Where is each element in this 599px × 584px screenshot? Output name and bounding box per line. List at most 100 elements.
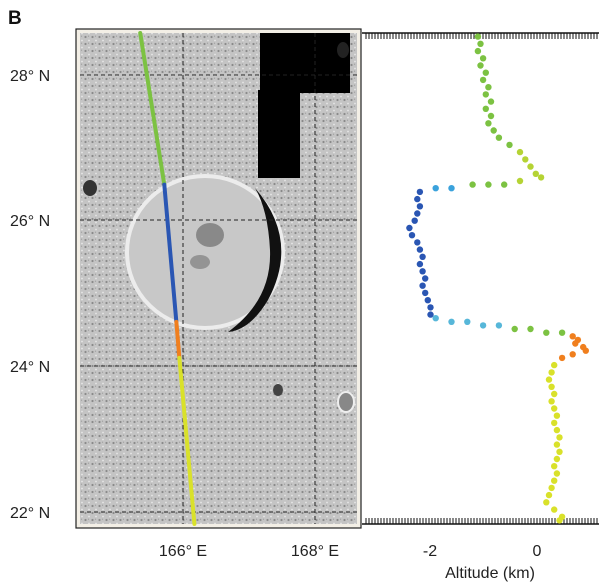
altitude-point	[551, 390, 558, 398]
crater-shadow	[228, 188, 282, 332]
altitude-point	[485, 181, 492, 188]
track-segment-blue	[162, 182, 179, 324]
altitude-point	[427, 304, 434, 311]
altitude-point	[511, 325, 518, 333]
x-axis-title: Altitude (km)	[445, 565, 535, 582]
altitude-point	[551, 477, 558, 484]
altitude-point	[527, 163, 534, 170]
altitude-point	[582, 347, 589, 354]
altitude-points	[406, 33, 589, 524]
y-tick-label-26n: 26° N	[10, 213, 50, 230]
central-peak	[196, 223, 224, 247]
altitude-point	[416, 260, 424, 268]
small-crater-left	[83, 180, 97, 196]
altitude-point	[482, 69, 489, 76]
central-peak-south	[190, 255, 210, 269]
altitude-point	[479, 322, 487, 329]
altitude-point	[532, 170, 539, 177]
altitude-point	[495, 322, 503, 329]
altitude-point	[422, 275, 429, 282]
altitude-point	[469, 181, 476, 188]
altitude-point	[487, 98, 495, 105]
altitude-point	[487, 112, 495, 120]
x-tick-label-166e: 166° E	[159, 543, 207, 560]
altitude-point	[569, 333, 576, 340]
altitude-point	[548, 398, 555, 405]
track-segment-green	[138, 31, 167, 187]
altitude-point	[551, 361, 558, 369]
altitude-point	[553, 412, 561, 419]
altitude-point	[408, 232, 416, 239]
altitude-point	[448, 185, 455, 192]
altitude-point	[551, 405, 558, 412]
altitude-point	[414, 210, 421, 217]
altitude-point	[424, 297, 431, 304]
altitude-point	[482, 91, 489, 98]
altitude-point	[406, 224, 413, 232]
y-tick-label-22n: 22° N	[10, 505, 50, 522]
altitude-profile-panel: -2 0 Altitude (km)	[362, 32, 599, 582]
altitude-point	[551, 506, 558, 513]
altitude-point	[485, 84, 492, 91]
altitude-point	[516, 177, 524, 185]
altitude-point	[556, 517, 563, 524]
x-tick-label-0: 0	[533, 543, 542, 560]
altitude-point	[551, 419, 558, 427]
altitude-point	[411, 217, 418, 224]
altitude-point	[416, 203, 424, 210]
bottom-axis-ticks	[365, 518, 598, 524]
x-tick-label-neg2: -2	[423, 543, 437, 560]
map-panel: 28° N 26° N 24° N 22° N 166° E 168° E	[10, 28, 362, 560]
altitude-point	[516, 148, 524, 156]
altitude-point	[448, 318, 455, 325]
altitude-point	[551, 463, 558, 470]
small-crater-right	[337, 391, 355, 413]
altitude-point	[482, 105, 489, 113]
top-axis-ticks	[365, 33, 598, 39]
altitude-point	[474, 33, 482, 40]
laser-track	[138, 31, 197, 526]
map-x-ticks: 166° E 168° E	[159, 543, 339, 560]
altitude-point	[432, 185, 439, 192]
altitude-point	[553, 455, 561, 463]
panel-label: B	[8, 8, 22, 29]
track-segment-yellow	[177, 355, 197, 526]
altitude-point	[501, 181, 508, 188]
track-segment-orange	[174, 319, 182, 360]
altitude-point	[543, 329, 550, 336]
altitude-point	[474, 47, 482, 55]
altitude-point	[464, 318, 471, 325]
altitude-point	[545, 491, 553, 499]
altitude-point	[545, 376, 553, 383]
altitude-point	[548, 484, 555, 492]
altitude-point	[490, 127, 497, 134]
altitude-point	[477, 62, 484, 69]
altitude-point	[553, 426, 561, 434]
altitude-point	[477, 40, 484, 47]
altitude-point	[416, 246, 424, 253]
altitude-point	[553, 470, 561, 477]
altitude-point	[422, 289, 429, 297]
altitude-point	[527, 325, 534, 333]
altitude-point	[495, 134, 503, 141]
map-y-ticks: 28° N 26° N 24° N 22° N	[10, 68, 50, 522]
altitude-point	[543, 499, 550, 506]
altitude-point	[522, 156, 529, 163]
y-tick-label-28n: 28° N	[10, 68, 50, 85]
altitude-point	[479, 55, 487, 62]
altitude-point	[432, 315, 439, 322]
altitude-point	[506, 141, 513, 149]
altitude-point	[553, 441, 561, 448]
x-tick-label-168e: 168° E	[291, 543, 339, 560]
altitude-point	[569, 351, 576, 358]
map-grid	[80, 33, 357, 524]
y-tick-label-24n: 24° N	[10, 359, 50, 376]
altitude-point	[479, 76, 487, 84]
altitude-point	[558, 329, 566, 336]
altitude-point	[548, 383, 555, 390]
altitude-point	[419, 282, 426, 289]
data-gap-top	[260, 33, 350, 93]
small-crater-top	[337, 42, 349, 58]
altitude-point	[556, 434, 563, 441]
